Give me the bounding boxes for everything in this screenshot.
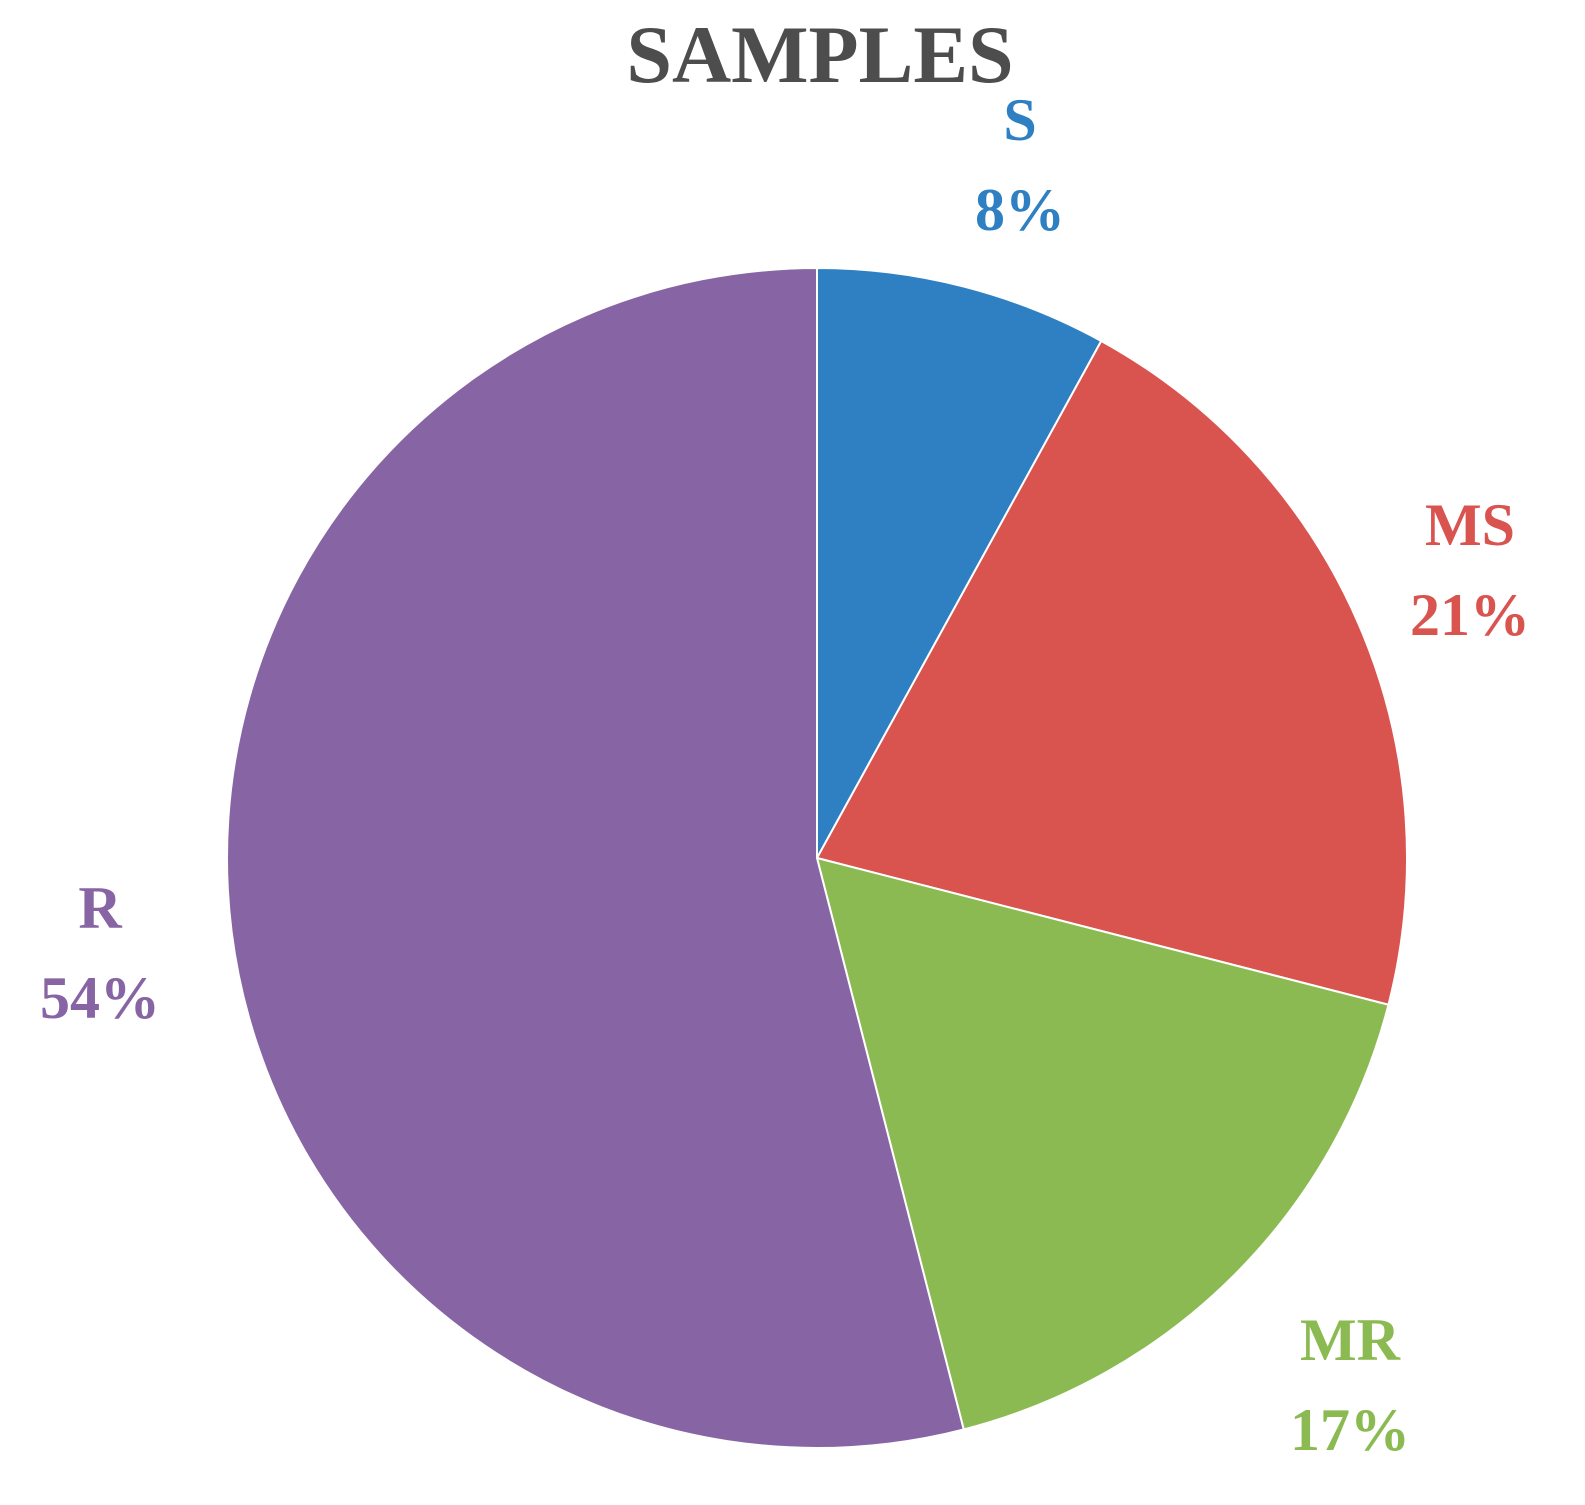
slice-label-r: R — [78, 875, 122, 941]
pie-slice-ms — [815, 339, 1408, 1006]
slice-percent-s: 8% — [975, 177, 1065, 243]
slice-percent-mr: 17% — [1290, 1397, 1410, 1463]
pie-slice-mr — [815, 856, 1390, 1431]
pie-slice-s — [816, 266, 1103, 859]
slice-percent-r: 54% — [40, 965, 160, 1031]
slice-label-s: S — [1003, 87, 1036, 153]
slice-label-mr: MR — [1300, 1307, 1401, 1373]
pie-slices — [225, 266, 1408, 1449]
pie-labels: S 8% MS 21% MR 17% R 54% — [40, 87, 1530, 1463]
slice-label-ms: MS — [1425, 492, 1515, 558]
pie-slice-r — [225, 266, 965, 1449]
chart-title: SAMPLES — [626, 9, 1013, 100]
slice-percent-ms: 21% — [1410, 582, 1530, 648]
